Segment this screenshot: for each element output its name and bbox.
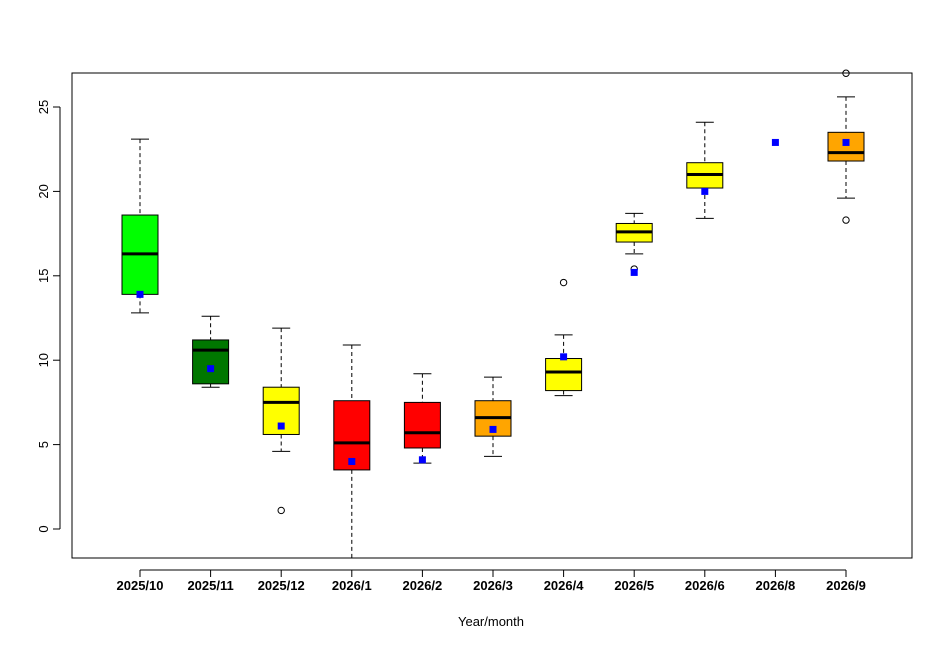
x-tick-label: 2025/11 xyxy=(187,578,233,593)
mean-marker xyxy=(418,456,426,464)
mean-marker xyxy=(277,422,285,430)
x-tick-label: 2025/12 xyxy=(258,578,305,593)
iqr-box xyxy=(403,401,441,449)
mean-marker xyxy=(489,425,497,433)
outlier-point xyxy=(842,69,850,77)
x-tick-label: 2026/1 xyxy=(332,578,372,593)
x-tick-label: 2026/4 xyxy=(544,578,585,593)
iqr-box xyxy=(545,358,583,392)
box-group-2026-2 xyxy=(403,373,441,464)
y-tick-label: 25 xyxy=(36,100,51,114)
mean-marker xyxy=(136,290,144,298)
box-group-2026-8 xyxy=(771,138,779,146)
outlier-point xyxy=(559,278,568,287)
y-tick-label: 15 xyxy=(36,269,51,283)
x-axis-title: Year/month xyxy=(458,614,524,629)
box-group-2026-4 xyxy=(545,278,583,397)
box-group-2026-3 xyxy=(474,376,512,457)
x-tick-label: 2026/6 xyxy=(685,578,725,593)
iqr-box xyxy=(192,339,230,385)
box-group-2025-12 xyxy=(262,327,300,515)
y-tick-label: 10 xyxy=(36,353,51,367)
mean-marker xyxy=(771,138,779,146)
y-tick-label: 20 xyxy=(36,184,51,198)
boxes xyxy=(121,69,865,558)
mean-marker xyxy=(630,268,638,276)
outlier-point xyxy=(277,506,285,515)
x-tick-label: 2025/10 xyxy=(117,578,164,593)
mean-marker xyxy=(560,353,568,361)
iqr-box xyxy=(827,131,865,162)
y-tick-label: 5 xyxy=(36,441,51,448)
y-tick-label: 0 xyxy=(36,525,51,532)
x-tick-label: 2026/8 xyxy=(756,578,796,593)
mean-marker xyxy=(842,138,850,146)
plot-frame xyxy=(71,72,913,559)
x-tick-label: 2026/5 xyxy=(614,578,654,593)
box-group-2025-11 xyxy=(192,315,230,388)
box-group-2026-6 xyxy=(686,121,724,219)
y-axis: 0 5 10 15 20 25 xyxy=(36,100,61,533)
x-tick-label: 2026/9 xyxy=(826,578,866,593)
box-group-2026-1 xyxy=(333,344,371,558)
x-tick-label: 2026/3 xyxy=(473,578,513,593)
box-group-2025-10 xyxy=(121,138,159,314)
outlier-point xyxy=(842,216,850,224)
mean-marker xyxy=(348,457,356,465)
box-group-2026-5 xyxy=(615,212,653,276)
box-group-2026-9 xyxy=(827,69,865,224)
mean-marker xyxy=(207,365,215,373)
mean-marker xyxy=(701,187,709,195)
x-tick-label: 2026/2 xyxy=(403,578,443,593)
x-axis: 2025/10 2025/11 2025/12 2026/1 2026/2 2026/3 2… xyxy=(117,569,866,593)
